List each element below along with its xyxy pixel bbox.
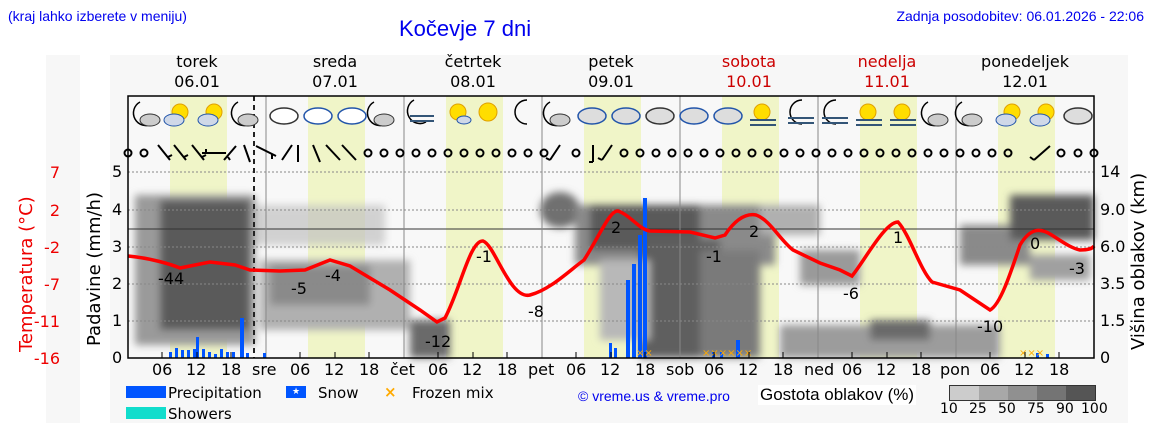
hour-label: 18 <box>497 360 518 379</box>
x-axis-labels: 06 12 18 sre 06 12 18 čet 06 12 18 pet 0… <box>0 360 1152 382</box>
wind-row <box>123 144 1099 163</box>
hour-label: 18 <box>635 360 656 379</box>
page-title: Kočevje 7 dni <box>399 16 532 41</box>
frozen-mix-markers: ×× ×××××× ××× <box>636 348 1044 359</box>
hour-label: 18 <box>359 360 380 379</box>
hour-label: 12 <box>462 360 483 379</box>
day-short-label: pet <box>528 360 555 379</box>
day-short-label: čet <box>390 360 415 379</box>
cloud-height-tick: 1.5 <box>1100 311 1126 330</box>
legend-precip-label: Precipitation <box>168 384 262 402</box>
svg-text:0: 0 <box>1030 234 1040 253</box>
hour-label: 06 <box>842 360 863 379</box>
precip-tick: 3 <box>112 237 123 256</box>
hour-label: 12 <box>186 360 207 379</box>
legend-snow-label: Snow <box>318 384 359 402</box>
legend-frozen-mix-icon: × <box>384 383 397 401</box>
svg-text:××××××: ×××××× <box>702 348 752 359</box>
legend-precip-swatch <box>126 386 166 398</box>
hour-label: 18 <box>911 360 932 379</box>
day-header-sobota: sobota 10.01 <box>721 52 777 91</box>
hour-label: 12 <box>876 360 897 379</box>
hour-label: 18 <box>221 360 242 379</box>
temp-tick: -16 <box>33 349 60 368</box>
svg-text:-5: -5 <box>291 279 307 298</box>
hour-label: 12 <box>738 360 759 379</box>
temperature-line <box>127 209 1096 325</box>
cloud-height-tick: 14 <box>1100 162 1121 181</box>
day-header-cetrtek: četrtek 08.01 <box>444 52 502 91</box>
temp-tick: 7 <box>49 163 60 182</box>
menu-hint: (kraj lahko izberete v meniju) <box>8 8 187 24</box>
last-update: Zadnja posodobitev: 06.01.2026 - 22:06 <box>896 8 1144 24</box>
day-header-torek: torek 06.01 <box>174 52 220 91</box>
cloud-height-tick: 6.0 <box>1100 237 1126 256</box>
svg-text:-44: -44 <box>158 269 184 288</box>
cloud-height-tick: 3.5 <box>1100 274 1126 293</box>
day-separators <box>265 96 957 358</box>
svg-text:-1: -1 <box>476 247 492 266</box>
day-short-label: sob <box>666 360 695 379</box>
day-header-ponedeljek: ponedeljek 12.01 <box>981 52 1069 91</box>
svg-text:-4: -4 <box>325 266 341 285</box>
cloud-density-label: Gostota oblakov (%) <box>758 385 917 405</box>
hour-label: 12 <box>1014 360 1035 379</box>
temp-axis-panel <box>46 55 80 423</box>
hour-label: 06 <box>704 360 725 379</box>
day-short-label: ned <box>804 360 835 379</box>
precip-tick: 1 <box>112 311 123 330</box>
svg-text:-12: -12 <box>425 332 451 351</box>
precip-tick: 4 <box>112 200 123 219</box>
day-header-sreda: sreda 07.01 <box>312 52 358 91</box>
hour-label: 06 <box>980 360 1001 379</box>
copyright-link[interactable]: © vreme.us & vreme.pro <box>578 388 730 404</box>
precip-tick: 5 <box>112 162 123 181</box>
svg-text:-1: -1 <box>706 247 722 266</box>
hour-label: 06 <box>152 360 173 379</box>
svg-text:×××: ××× <box>1019 348 1044 359</box>
day-header-nedelja: nedelja 11.01 <box>857 52 917 91</box>
svg-text:2: 2 <box>749 222 759 241</box>
cloud-density-scale <box>949 385 1096 401</box>
temp-tick: -2 <box>44 238 60 257</box>
temp-annotations: -44 -5 -4 -12 -1 -8 2 -1 2 -6 1 -10 0 -3 <box>158 218 1085 351</box>
hour-label: 18 <box>773 360 794 379</box>
svg-text:1: 1 <box>893 228 903 247</box>
hour-label: 06 <box>566 360 587 379</box>
hour-ticks <box>161 352 1060 358</box>
legend-showers-label: Showers <box>168 405 232 423</box>
precip-bars <box>169 198 1049 358</box>
hour-label: 06 <box>428 360 449 379</box>
svg-text:-3: -3 <box>1069 259 1085 278</box>
hour-label: 12 <box>600 360 621 379</box>
legend-frozen-mix-label: Frozen mix <box>412 384 494 402</box>
day-short-label: pon <box>940 360 971 379</box>
legend-showers-swatch <box>126 407 166 419</box>
precip-tick: 0 <box>112 348 123 367</box>
precip-tick: 2 <box>112 274 123 293</box>
cloud-height-tick: 9.0 <box>1100 200 1126 219</box>
svg-text:-6: -6 <box>843 284 859 303</box>
legend-snow-icon: ★ <box>286 386 306 398</box>
hour-label: 12 <box>324 360 345 379</box>
temp-tick: -7 <box>44 275 60 294</box>
day-header-petek: petek 09.01 <box>588 52 634 91</box>
cloud-height-tick: 0 <box>1100 348 1111 367</box>
day-short-label: sre <box>252 360 277 379</box>
svg-text:2: 2 <box>611 218 621 237</box>
weather-icons <box>132 99 1093 127</box>
hour-label: 06 <box>290 360 311 379</box>
svg-text:-10: -10 <box>977 317 1003 336</box>
hour-label: 18 <box>1049 360 1070 379</box>
temp-tick: 2 <box>49 201 60 220</box>
temp-tick: -11 <box>33 312 60 331</box>
svg-text:××: ×× <box>636 348 653 359</box>
svg-text:-8: -8 <box>528 302 544 321</box>
